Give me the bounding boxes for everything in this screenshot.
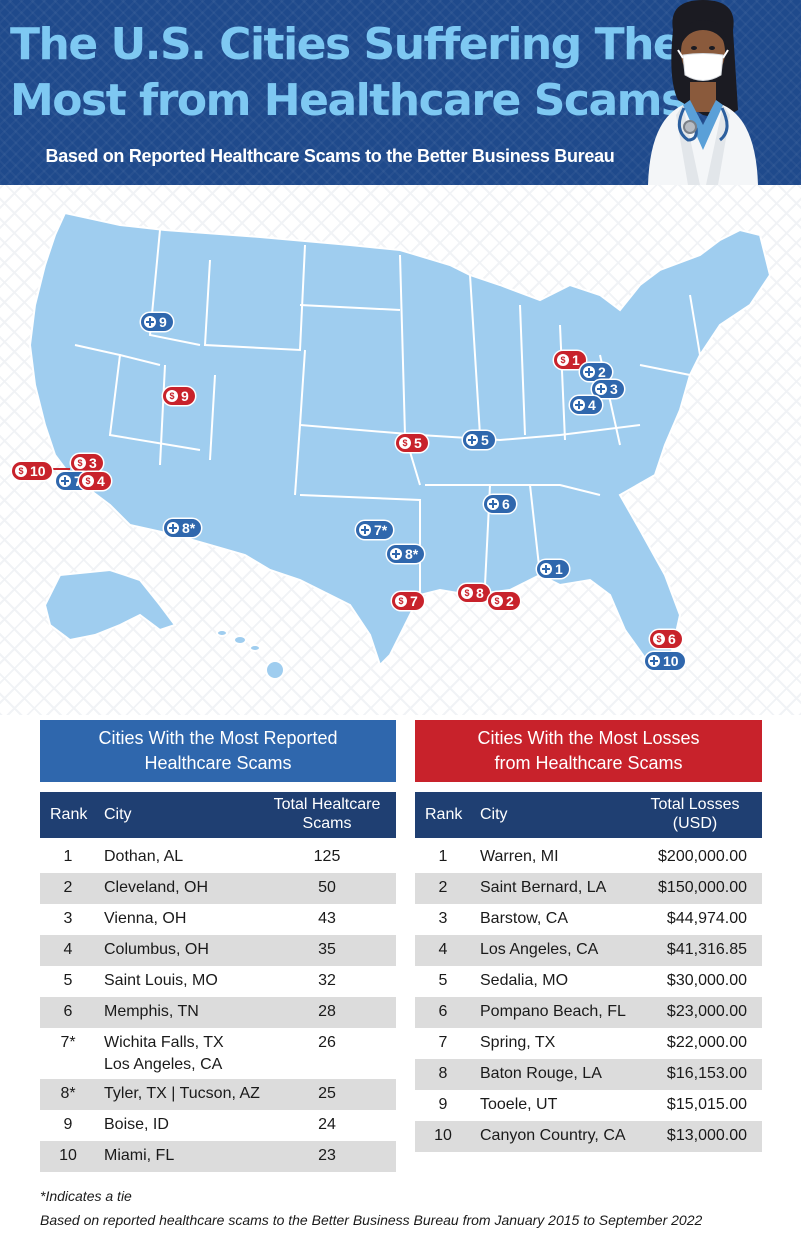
map-marker-sedalia[interactable]: $5: [396, 434, 428, 452]
table-row: 8* Tyler, TX | Tucson, AZ 25: [40, 1079, 396, 1110]
table-row: 6 Memphis, TN 28: [40, 997, 396, 1028]
table-row: 8 Baton Rouge, LA $16,153.00: [415, 1059, 762, 1090]
alaska-shape: [43, 568, 177, 642]
rank-header: Rank: [50, 806, 88, 823]
medical-cross-icon: [595, 383, 607, 395]
map-marker-baton-rouge[interactable]: $8: [458, 584, 490, 602]
value-header-line-2: Scams: [302, 815, 352, 832]
map-marker-boise[interactable]: 9: [141, 313, 173, 331]
city-header: City: [480, 806, 508, 823]
table-row: 1 Warren, MI $200,000.00: [438, 848, 747, 865]
medical-cross-icon: [583, 366, 595, 378]
map-marker-tyler[interactable]: 8*: [387, 545, 425, 563]
map-marker-cleveland[interactable]: 2: [580, 363, 612, 381]
table-row: 1 Dothan, AL 125: [63, 848, 341, 865]
map-marker-warren[interactable]: $1: [554, 351, 586, 369]
reported-title-line-2: Healthcare Scams: [144, 753, 292, 773]
map-marker-canyon-country[interactable]: $10: [12, 462, 52, 480]
city-header: City: [104, 806, 132, 823]
table-row: 4 Los Angeles, CA $41,316.85: [415, 935, 762, 966]
map-marker-vienna[interactable]: 3: [592, 380, 624, 398]
medical-cross-icon: [540, 563, 552, 575]
table-row: 5 Sedalia, MO $30,000.00: [438, 972, 747, 989]
reported-scams-panel-title: Cities With the Most Reported Healthcare…: [40, 720, 396, 782]
map-marker-tooele[interactable]: $9: [163, 387, 195, 405]
dollar-icon: $: [166, 390, 178, 402]
page-title-line-1: The U.S. Cities Suffering The: [10, 19, 683, 70]
page-title-line-2: Most from Healthcare Scams: [10, 75, 687, 126]
dollar-icon: $: [15, 465, 27, 477]
dollar-icon: $: [395, 595, 407, 607]
medical-cross-icon: [487, 498, 499, 510]
table-row: 2 Saint Bernard, LA $150,000.00: [415, 873, 762, 904]
tie-footnote: *Indicates a tie: [40, 1188, 132, 1204]
dollar-icon: $: [74, 457, 86, 469]
dollar-icon: $: [461, 587, 473, 599]
table-row: 3 Barstow, CA $44,974.00: [438, 910, 747, 927]
map-marker-los-angeles-losses[interactable]: $4: [79, 472, 111, 490]
dollar-icon: $: [557, 354, 569, 366]
table-row: 3 Vienna, OH 43: [63, 910, 336, 927]
medical-cross-icon: [167, 522, 179, 534]
dollar-icon: $: [653, 633, 665, 645]
losses-title-line-1: Cities With the Most Losses: [477, 728, 700, 748]
table-row: 4 Columbus, OH 35: [40, 935, 396, 966]
source-footnote: Based on reported healthcare scams to th…: [40, 1212, 703, 1228]
table-row: 10 Miami, FL 23: [40, 1141, 396, 1172]
table-row: 7 Spring, TX $22,000.00: [438, 1034, 747, 1051]
map-marker-saint-bernard[interactable]: $2: [488, 592, 520, 610]
losses-panel-title: Cities With the Most Losses from Healthc…: [415, 720, 762, 782]
losses-title-line-2: from Healthcare Scams: [494, 753, 683, 773]
map-marker-miami[interactable]: 10: [645, 652, 685, 670]
losses-table: Rank City Total Losses (USD) 1 Warren, MI…: [415, 792, 762, 1152]
medical-cross-icon: [59, 475, 71, 487]
table-row: 9 Tooele, UT $15,015.00: [438, 1096, 747, 1113]
doctor-illustration: [648, 0, 758, 185]
map-section: 9 $9 $3 $10 7* $4 8* $5 5 7* 8* $7 $8 $2…: [0, 185, 801, 715]
dollar-icon: $: [82, 475, 94, 487]
map-marker-columbus[interactable]: 4: [570, 396, 602, 414]
header-banner: The U.S. Cities Suffering The Most from …: [0, 0, 801, 185]
medical-cross-icon: [390, 548, 402, 560]
value-header-line-1: Total Losses: [650, 796, 740, 813]
medical-cross-icon: [573, 399, 585, 411]
table-row: 5 Saint Louis, MO 32: [63, 972, 336, 989]
dollar-icon: $: [491, 595, 503, 607]
page-subtitle: Based on Reported Healthcare Scams to th…: [45, 146, 615, 166]
table-row: 2 Cleveland, OH 50: [40, 873, 396, 904]
barstow-leader-line: [40, 468, 70, 470]
table-row: 9 Boise, ID 24: [63, 1116, 336, 1133]
value-header-line-2: (USD): [672, 815, 718, 832]
map-marker-wichita-falls[interactable]: 7*: [356, 521, 394, 539]
table-row: 7* Wichita Falls, TX Los Angeles, CA 26: [60, 1034, 336, 1073]
table-row: 10 Canyon Country, CA $13,000.00: [415, 1121, 762, 1152]
reported-scams-table: Rank City Total Healtcare Scams 1 Dothan,…: [40, 792, 396, 1172]
medical-cross-icon: [466, 434, 478, 446]
rank-header: Rank: [425, 806, 463, 823]
reported-title-line-1: Cities With the Most Reported: [98, 728, 338, 748]
map-marker-dothan[interactable]: 1: [537, 560, 569, 578]
table-row: 6 Pompano Beach, FL $23,000.00: [415, 997, 762, 1028]
map-marker-tucson[interactable]: 8*: [164, 519, 202, 537]
map-marker-saint-louis[interactable]: 5: [463, 431, 495, 449]
medical-cross-icon: [359, 524, 371, 536]
map-marker-spring[interactable]: $7: [392, 592, 424, 610]
map-marker-barstow[interactable]: $3: [71, 454, 103, 472]
medical-cross-icon: [648, 655, 660, 667]
dollar-icon: $: [399, 437, 411, 449]
map-marker-pompano-beach[interactable]: $6: [650, 630, 682, 648]
table-header: Rank City Total Healtcare Scams: [40, 792, 396, 838]
map-marker-memphis[interactable]: 6: [484, 495, 516, 513]
medical-cross-icon: [144, 316, 156, 328]
table-header: Rank City Total Losses (USD): [415, 792, 762, 838]
value-header-line-1: Total Healtcare: [273, 796, 381, 813]
